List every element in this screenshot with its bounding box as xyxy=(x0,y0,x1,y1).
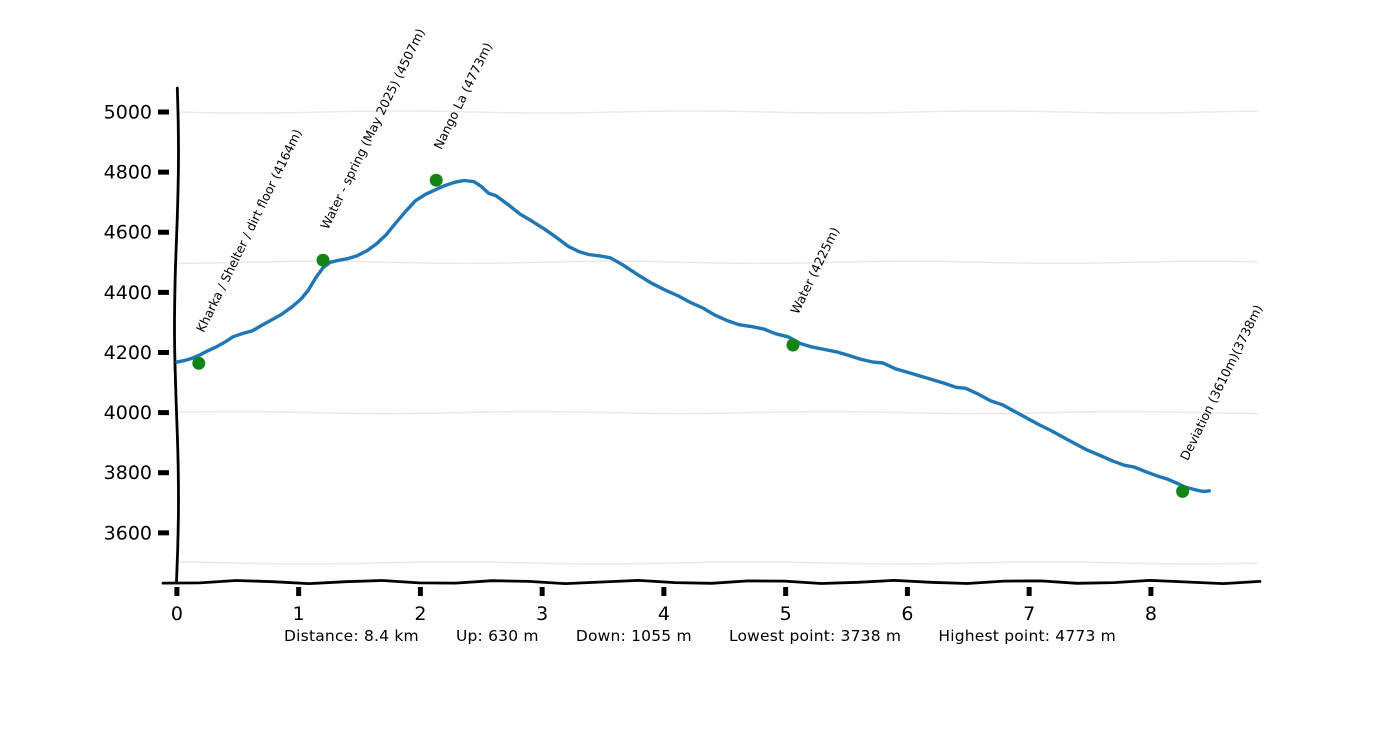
gridlines-group xyxy=(176,110,1259,565)
profile-line-group xyxy=(175,178,1211,494)
y-tick-label-5000: 5000 xyxy=(104,102,152,124)
x-tick-label-2: 2 xyxy=(414,603,426,625)
x-tick-label-3: 3 xyxy=(536,603,548,625)
waypoint-marker-1 xyxy=(316,253,330,267)
axes-group xyxy=(161,86,1262,586)
gridline-5000 xyxy=(176,110,1259,114)
gridline-3500 xyxy=(176,561,1259,565)
y-tick-label-4200: 4200 xyxy=(104,342,152,364)
stat-up: Up: 630 m xyxy=(455,627,539,645)
y-tick-label-4400: 4400 xyxy=(104,282,152,304)
waypoint-labels-group: Kharka / Shelter / dirt floor (4164m) Wat… xyxy=(193,26,1265,463)
waypoint-label-3: Water (4225m) xyxy=(787,225,842,317)
waypoint-marker-3 xyxy=(786,338,800,352)
stat-lowest-point: Lowest point: 3738 m xyxy=(728,627,902,645)
elevation-profile-line xyxy=(175,178,1211,494)
x-tick-label-6: 6 xyxy=(901,603,913,625)
x-tick-label-0: 0 xyxy=(171,603,183,625)
x-tick-label-5: 5 xyxy=(780,603,792,625)
gridline-4000 xyxy=(176,410,1259,415)
x-tick-label-4: 4 xyxy=(658,603,670,625)
y-tick-label-4600: 4600 xyxy=(104,222,152,244)
y-axis xyxy=(173,86,180,584)
ticks-group xyxy=(158,109,1154,596)
tick-labels-group: 5000 4800 4600 4400 4200 4000 3800 3600 0 1 2 3 4 5 6 7… xyxy=(104,102,1157,626)
waypoint-label-2: Nango La (4773m) xyxy=(430,40,495,152)
stats-bar: Distance: 8.4 km Up: 630 m Down: 1055 m … xyxy=(0,627,1400,645)
x-tick-label-7: 7 xyxy=(1023,603,1035,625)
stat-highest-point: Highest point: 4773 m xyxy=(938,627,1116,645)
y-tick-label-3600: 3600 xyxy=(104,522,152,544)
waypoint-label-4: Deviation (3610m)(3738m) xyxy=(1177,302,1266,462)
x-axis xyxy=(161,578,1262,586)
waypoint-label-0: Kharka / Shelter / dirt floor (4164m) xyxy=(193,127,305,335)
stat-down: Down: 1055 m xyxy=(575,627,692,645)
waypoint-marker-0 xyxy=(192,356,206,370)
x-tick-label-8: 8 xyxy=(1145,603,1157,625)
y-tick-label-4000: 4000 xyxy=(104,402,152,424)
waypoint-markers-group xyxy=(192,173,1190,498)
x-tick-label-1: 1 xyxy=(293,603,305,625)
stat-distance: Distance: 8.4 km xyxy=(284,627,419,645)
waypoint-marker-4 xyxy=(1176,484,1190,498)
waypoint-marker-2 xyxy=(429,173,443,187)
gridline-4500 xyxy=(176,260,1259,265)
y-tick-label-4800: 4800 xyxy=(104,162,152,184)
y-tick-label-3800: 3800 xyxy=(104,462,152,484)
waypoint-label-1: Water - spring (May 2025) (4507m) xyxy=(317,26,428,232)
